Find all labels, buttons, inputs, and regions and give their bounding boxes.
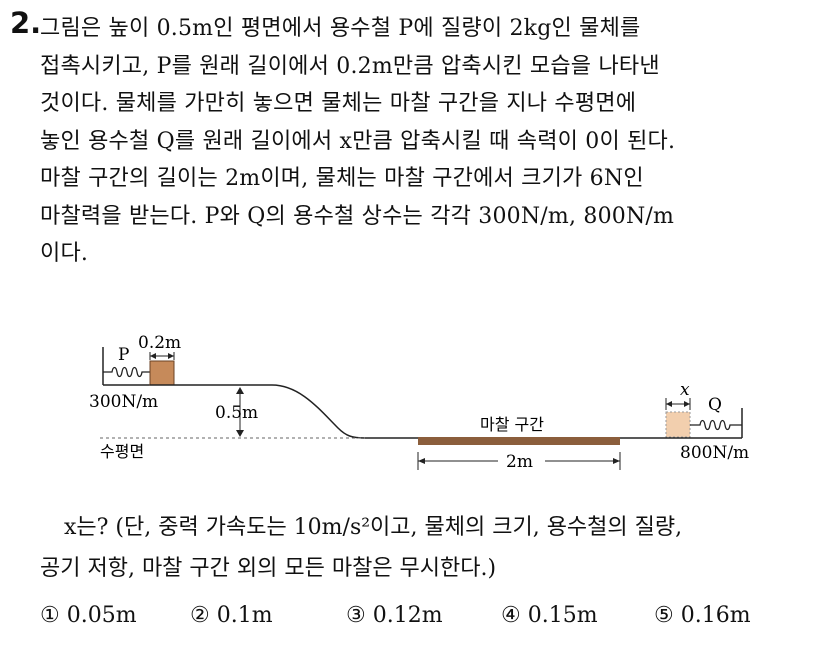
label-spring-p: P bbox=[118, 345, 129, 365]
friction-strip bbox=[418, 437, 620, 445]
stem-line: 놓인 용수철 Q를 원래 길이에서 x만큼 압축시킬 때 속력이 0이 된다. bbox=[40, 128, 676, 154]
choice-2[interactable]: ② 0.1m bbox=[190, 603, 346, 628]
label-friction-length: 2m bbox=[506, 452, 533, 472]
choice-mark: ④ bbox=[501, 603, 521, 628]
label-spring-q: Q bbox=[708, 395, 722, 415]
choice-text: 0.1m bbox=[216, 603, 273, 628]
choice-text: 0.15m bbox=[527, 603, 598, 628]
answer-choices: ① 0.05m ② 0.1m ③ 0.12m ④ 0.15m ⑤ 0.16m bbox=[40, 603, 818, 628]
stem-line: 마찰 구간의 길이는 2m이며, 물체는 마찰 구간에서 크기가 6N인 bbox=[40, 166, 644, 191]
label-compression-q: x bbox=[680, 380, 690, 400]
ask-line: 공기 저항, 마찰 구간 외의 모든 마찰은 무시한다.) bbox=[40, 556, 497, 581]
question-ask: x는? (단, 중력 가속도는 10m/s²이고, 물체의 크기, 용수철의 질… bbox=[40, 507, 818, 589]
choice-mark: ① bbox=[40, 603, 60, 628]
label-friction: 마찰 구간 bbox=[480, 415, 544, 434]
choice-3[interactable]: ③ 0.12m bbox=[346, 603, 501, 628]
track bbox=[150, 384, 665, 439]
block-ghost-q bbox=[665, 411, 691, 438]
ask-line: x는? (단, 중력 가속도는 10m/s²이고, 물체의 크기, 용수철의 질… bbox=[64, 515, 683, 540]
choice-text: 0.05m bbox=[66, 603, 137, 628]
choice-mark: ③ bbox=[346, 603, 366, 628]
label-ground: 수평면 bbox=[100, 442, 144, 461]
label-k-p: 300N/m bbox=[89, 392, 158, 412]
choice-1[interactable]: ① 0.05m bbox=[40, 603, 190, 628]
block-on-p bbox=[149, 360, 175, 386]
label-k-q: 800N/m bbox=[680, 443, 749, 463]
spring-q bbox=[690, 419, 742, 431]
stem-line: 이다. bbox=[40, 241, 89, 266]
spring-p bbox=[103, 366, 150, 378]
stem-line: 마찰력을 받는다. P와 Q의 용수철 상수는 각각 300N/m, 800N/… bbox=[40, 203, 675, 229]
choice-5[interactable]: ⑤ 0.16m bbox=[654, 603, 751, 628]
choice-mark: ⑤ bbox=[654, 603, 674, 628]
choice-text: 0.12m bbox=[372, 603, 443, 628]
label-height: 0.5m bbox=[215, 403, 258, 423]
stem-line: 접촉시키고, P를 원래 길이에서 0.2m만큼 압축시킨 모습을 나타낸 bbox=[40, 53, 660, 79]
stem-line: 그림은 높이 0.5m인 평면에서 용수철 P에 질량이 2kg인 물체를 bbox=[40, 16, 641, 41]
label-compression-p: 0.2m bbox=[138, 333, 181, 353]
question-stem: 그림은 높이 0.5m인 평면에서 용수철 P에 질량이 2kg인 물체를 접촉… bbox=[40, 10, 818, 273]
choice-4[interactable]: ④ 0.15m bbox=[501, 603, 654, 628]
choice-mark: ② bbox=[190, 603, 210, 628]
question-number: 2. bbox=[10, 6, 42, 40]
choice-text: 0.16m bbox=[680, 603, 751, 628]
stem-line: 것이다. 물체를 가만히 놓으면 물체는 마찰 구간을 지나 수평면에 bbox=[40, 91, 637, 116]
